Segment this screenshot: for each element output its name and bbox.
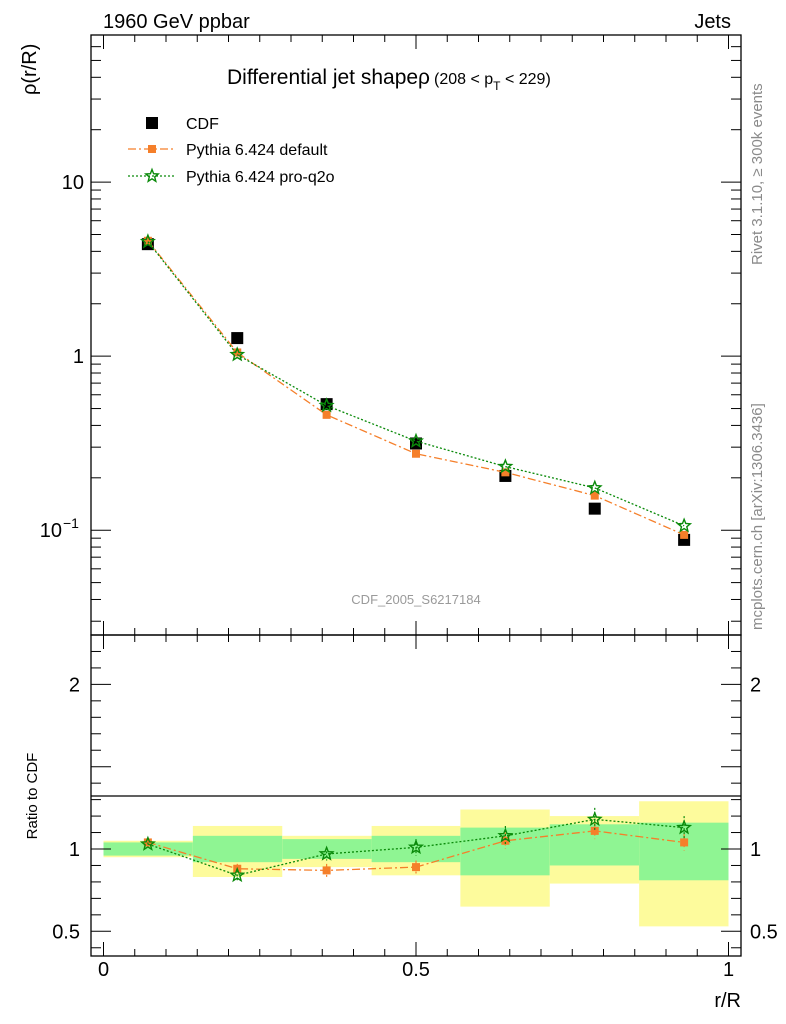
y-tick-label-main-exponent: −1: [63, 515, 79, 531]
legend-star-shape: [143, 167, 161, 183]
analysis-label: CDF_2005_S6217184: [351, 592, 480, 607]
ratio-panel: 2 2 1 1 0.5 0.5 0 0.5 1: [52, 634, 778, 981]
y-tick-label-main: 10: [40, 520, 62, 542]
data-point-default: [590, 491, 599, 500]
legend-marker-default: [148, 145, 156, 153]
series-line-2: [147, 241, 685, 527]
data-point-proq2o: [497, 458, 514, 474]
ratio-y-axis-label: Ratio to CDF: [24, 753, 41, 840]
ratio-point-default: [412, 863, 420, 872]
x-axis-label: r/R: [714, 990, 741, 1012]
y-tick-label-ratio: 1: [69, 839, 80, 861]
header-energy: 1960 GeV ppbar: [103, 11, 250, 33]
ratio-point-default: [501, 836, 510, 845]
data-point-cdf: [588, 502, 601, 515]
data-point-proq2o: [229, 346, 246, 362]
y-tick-label-ratio-right: 2: [750, 674, 761, 696]
data-point-default: [233, 348, 242, 357]
x-tick-label: 0.5: [402, 959, 430, 981]
y-axis-label: ρ(r/R): [19, 44, 41, 95]
ratio-point-proq2o: [139, 835, 156, 851]
data-point-proq2o: [676, 517, 693, 533]
data-point-proq2o: [139, 233, 156, 249]
ratio-frame: [90, 634, 742, 957]
legend-marker-cdf: [146, 117, 158, 129]
ratio-point-default: [322, 866, 331, 875]
y-tick-label-main: 10: [62, 172, 84, 194]
data-point-proq2o: [318, 397, 335, 413]
data-point-cdf: [231, 332, 244, 345]
x-tick-label: 1: [723, 959, 734, 981]
ratio-point-proq2o: [318, 845, 335, 861]
legend-label-default: Pythia 6.424 default: [186, 142, 328, 159]
y-tick-label-ratio-right: 0.5: [750, 921, 778, 943]
chart-title: Differential jet shapeρ (208 < pT < 229): [227, 66, 551, 93]
ratio-point-proq2o: [497, 827, 514, 843]
header-category: Jets: [694, 11, 731, 33]
data-point-default: [680, 530, 689, 539]
ratio-point-proq2o: [407, 838, 425, 855]
y-tick-label-ratio: 2: [69, 674, 80, 696]
data-point-proq2o: [407, 432, 425, 448]
chart-title-tail: < 229): [501, 71, 551, 88]
legend-label-cdf: CDF: [186, 116, 219, 133]
ratio-band-inner: [192, 835, 283, 863]
rivet-version-label: Rivet 3.1.10, ≥ 300k events: [749, 83, 766, 265]
data-point-default: [322, 410, 331, 419]
chart-title-range: (208 < p: [434, 71, 493, 88]
mcplots-source-label: mcplots.cern.ch [arXiv:1306.3436]: [749, 403, 766, 630]
data-point-default: [501, 468, 510, 477]
chart-title-main: Differential jet shapeρ: [227, 66, 430, 89]
y-tick-label-ratio-right: 1: [750, 839, 761, 861]
legend-marker-proq2o: [143, 167, 161, 183]
series-line-1: [147, 240, 685, 536]
y-tick-label-main: 1: [73, 346, 84, 368]
data-point-proq2o: [586, 479, 603, 495]
x-tick-label: 0: [98, 959, 109, 981]
ratio-point-proq2o: [676, 819, 693, 835]
ratio-point-default: [590, 826, 599, 835]
y-tick-label-ratio: 0.5: [52, 921, 80, 943]
data-point-default: [143, 236, 152, 245]
legend: CDF Pythia 6.424 default Pythia 6.424 pr…: [128, 116, 335, 186]
ratio-point-proq2o: [229, 866, 246, 883]
legend-label-proq2o: Pythia 6.424 pro-q2o: [186, 169, 335, 186]
chart-title-sub: T: [493, 79, 501, 93]
data-point-default: [412, 449, 420, 458]
ratio-point-proq2o: [586, 810, 603, 827]
ratio-point-default: [680, 838, 689, 847]
